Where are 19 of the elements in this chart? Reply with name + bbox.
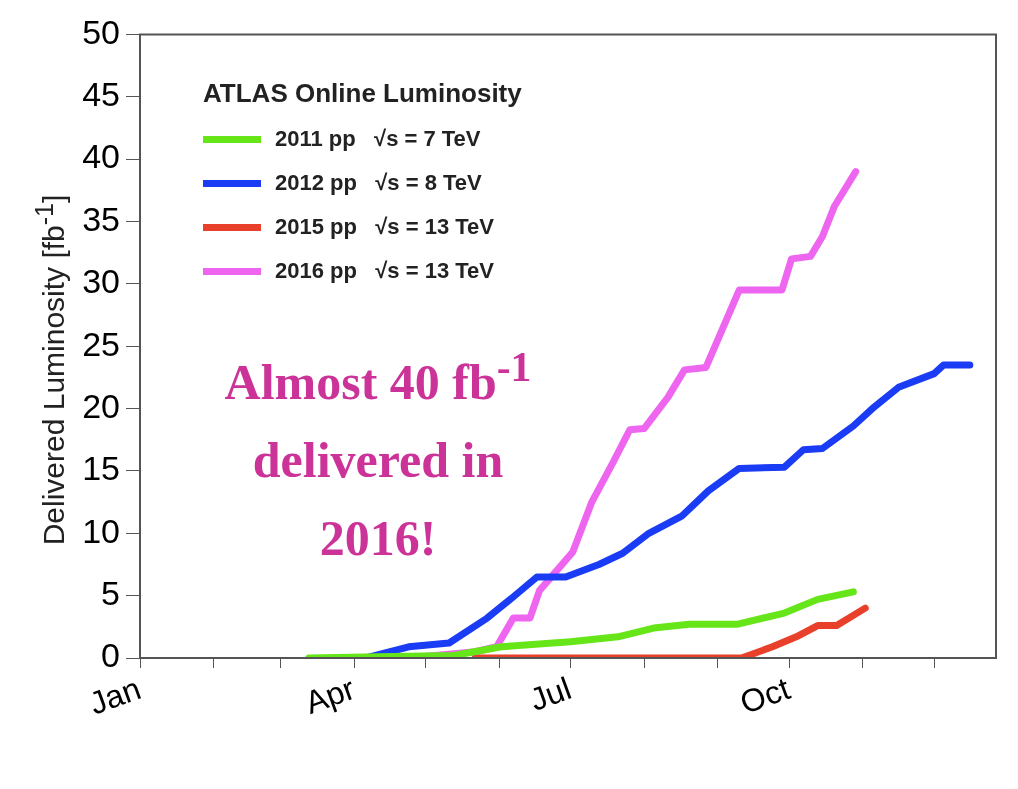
legend-title: ATLAS Online Luminosity bbox=[203, 78, 522, 109]
y-tick-label: 15 bbox=[82, 449, 120, 488]
y-tick-label: 50 bbox=[82, 12, 120, 51]
y-tick-label: 20 bbox=[82, 386, 120, 425]
y-tick-label: 45 bbox=[82, 75, 120, 114]
legend-label: 2011 pp √s = 7 TeV bbox=[275, 126, 481, 152]
y-tick-label: 5 bbox=[101, 574, 120, 613]
y-tick-label: 25 bbox=[82, 324, 120, 363]
legend-label: 2016 pp √s = 13 TeV bbox=[275, 258, 494, 284]
y-tick-label: 10 bbox=[82, 511, 120, 550]
legend-label: 2012 pp √s = 8 TeV bbox=[275, 170, 482, 196]
y-tick-label: 30 bbox=[82, 262, 120, 301]
y-tick-label: 40 bbox=[82, 137, 120, 176]
x-tick-label: Apr bbox=[300, 669, 360, 721]
annotation: Almost 40 fb$^{-1}$ delivered in 2016! bbox=[223, 343, 533, 568]
x-tick-label: Jul bbox=[525, 670, 576, 718]
legend-label: 2015 pp √s = 13 TeV bbox=[275, 214, 494, 240]
x-tick-label: Oct bbox=[735, 670, 795, 721]
y-tick-label: 35 bbox=[82, 199, 120, 238]
